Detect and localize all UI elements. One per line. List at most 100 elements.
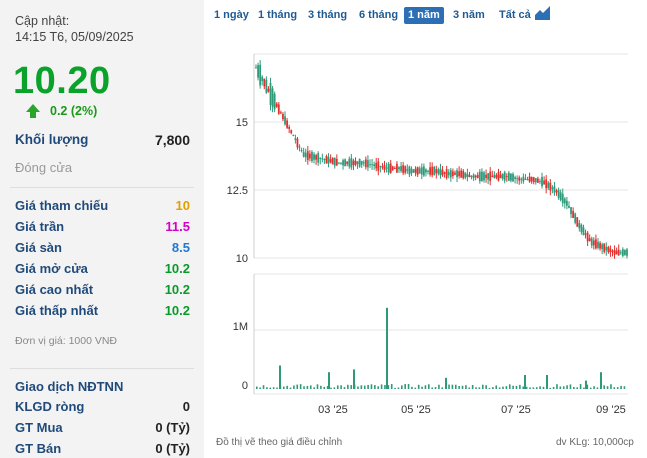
candle-body — [387, 163, 390, 173]
candle-body — [325, 156, 328, 164]
x-tick-label: 03 '25 — [318, 404, 348, 416]
candle-body — [514, 177, 516, 179]
candle-body — [410, 168, 413, 174]
candle-body — [400, 166, 402, 172]
volume-bar — [495, 385, 498, 389]
candle-body — [532, 177, 535, 183]
candle-body — [259, 64, 262, 86]
stat-value: 11.5 — [165, 219, 190, 234]
candle-body — [273, 93, 276, 110]
candle-body — [553, 186, 556, 193]
price-change: 0.2 (2%) — [26, 104, 97, 118]
volume-spike — [546, 375, 548, 389]
volume-bar — [286, 385, 288, 389]
chart-icon[interactable] — [535, 6, 550, 20]
candle-body — [344, 159, 347, 167]
candle-body — [456, 170, 458, 178]
candle-body — [267, 88, 270, 92]
foreign-label: GT Bán — [15, 441, 62, 456]
volume-bar — [401, 385, 403, 389]
candle-body — [512, 174, 514, 182]
candle-body — [510, 173, 512, 181]
candle-body — [487, 173, 490, 180]
tab-period[interactable]: 6 tháng — [359, 9, 399, 21]
tab-period[interactable]: 1 ngày — [214, 9, 249, 21]
candle-body — [466, 174, 469, 177]
candle-body — [323, 159, 326, 161]
tab-period[interactable]: 1 tháng — [258, 9, 298, 21]
candle-body — [422, 166, 425, 176]
candle-body — [572, 210, 575, 218]
candle-body — [474, 175, 477, 178]
volume-bar — [549, 387, 552, 389]
volume-bar — [293, 385, 295, 389]
volume-bar — [583, 387, 585, 389]
stat-label: Giá trần — [15, 219, 65, 234]
tab-period[interactable]: 3 năm — [453, 9, 485, 21]
up-arrow-icon — [26, 104, 40, 118]
volume-bar — [428, 384, 430, 389]
volume-bar — [478, 387, 481, 389]
volume-bar — [390, 384, 393, 389]
candle-body — [313, 154, 315, 160]
volume-bar — [552, 386, 555, 389]
volume-spike — [279, 365, 281, 389]
volume-bar — [451, 384, 454, 389]
volume-bar — [529, 387, 531, 389]
candle-body — [590, 238, 593, 246]
stat-label: Giá cao nhất — [15, 282, 94, 297]
candle-body — [505, 176, 508, 178]
candle-body — [568, 205, 570, 208]
candle-body — [346, 161, 349, 164]
candle-body — [595, 239, 597, 249]
chart-note: Đồ thị vẽ theo giá điều chỉnh — [216, 437, 343, 448]
foreign-value: 0 (Tỷ) — [155, 441, 190, 456]
candle-body — [362, 162, 365, 164]
candle-body — [358, 158, 361, 167]
volume-bar — [279, 385, 282, 389]
tab-period[interactable]: 3 tháng — [308, 9, 348, 21]
volume-bar — [519, 384, 521, 389]
tab-period[interactable]: 1 năm — [404, 7, 444, 24]
volume-bar — [613, 387, 616, 389]
candle-body — [306, 151, 309, 160]
candle-body — [582, 227, 585, 236]
candle-body — [580, 224, 583, 233]
candle-body — [599, 242, 601, 249]
volume-bar — [465, 385, 467, 389]
candle-body — [516, 178, 519, 180]
updated-time: Cập nhật: 14:15 T6, 05/09/2025 — [15, 14, 134, 44]
tab-period[interactable]: Tất cả — [499, 9, 531, 21]
candle-body — [561, 193, 564, 204]
candle-body — [597, 241, 599, 248]
stat-row: Giá tham chiếu 10 — [15, 198, 190, 213]
candle-body — [331, 158, 334, 165]
volume-bar — [336, 385, 339, 389]
x-tick-label: 05 '25 — [401, 404, 431, 416]
candle-body — [541, 176, 543, 187]
divider — [10, 368, 194, 369]
candle-body — [609, 248, 612, 253]
volume-bar — [411, 386, 413, 389]
candle-body — [458, 171, 461, 177]
volume-bar — [492, 387, 494, 389]
candle-body — [329, 159, 332, 163]
volume-bar — [353, 384, 356, 389]
quote-panel: Cập nhật: 14:15 T6, 05/09/2025 10.20 0.2… — [0, 0, 204, 458]
candle-body — [286, 120, 288, 128]
volume-bar — [347, 384, 349, 389]
candle-body — [418, 168, 421, 174]
candle-body — [414, 168, 417, 174]
candle-body — [340, 162, 342, 164]
volume-bar — [559, 386, 562, 389]
candle-body — [373, 164, 376, 166]
candle-body — [319, 157, 322, 159]
volume-bar — [623, 386, 626, 389]
volume-bar — [438, 384, 440, 389]
volume-bar — [330, 387, 332, 389]
volume-bar — [404, 384, 406, 389]
candle-body — [468, 174, 471, 178]
candle-body — [412, 169, 415, 173]
candle-body — [369, 164, 371, 166]
volume-unit: dv KLg: 10,000cp — [556, 437, 634, 448]
